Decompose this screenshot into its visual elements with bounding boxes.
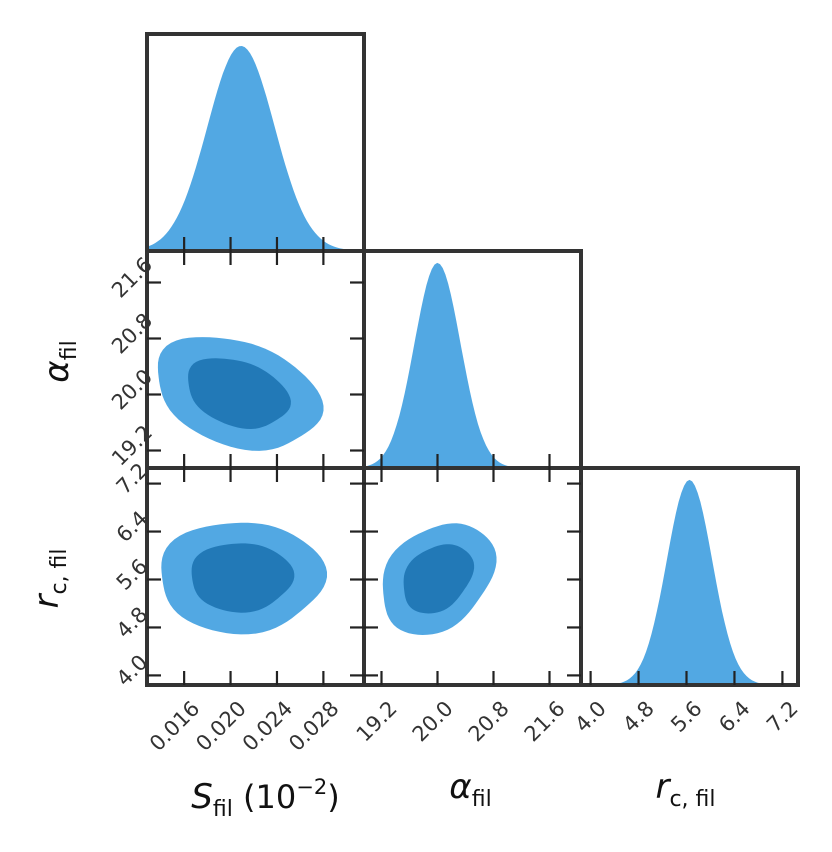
marginal-density-r_c_fil (581, 479, 798, 685)
marginal-panel-alpha_fil (364, 262, 581, 468)
y-tick-label: 21.6 (107, 253, 157, 303)
x-tick-label: 19.2 (352, 696, 402, 746)
marginal-panel-S_fil (147, 46, 364, 251)
x-tick-label: 20.8 (464, 696, 514, 746)
x-axis-title-alpha_fil: αfil (449, 767, 491, 812)
x-tick-label: 4.8 (618, 696, 659, 737)
panel-frame-2-2 (579, 466, 800, 687)
marginal-panel-r_c_fil (581, 479, 798, 685)
y-axis-title-r_c_fil: rc, fil (27, 548, 72, 608)
contour-panel-alpha_fil-r_c_fil (382, 523, 497, 635)
x-tick-label: 0.024 (238, 696, 297, 755)
x-tick-label: 7.2 (762, 696, 803, 737)
contour-68-S_fil-alpha_fil (188, 358, 291, 429)
x-tick-label: 5.6 (666, 696, 707, 737)
x-tick-label: 0.028 (284, 696, 343, 755)
x-axis-title-S_fil: Sfil (10−2) (191, 775, 339, 822)
y-tick-label: 20.0 (107, 365, 157, 415)
marginal-density-alpha_fil (364, 262, 581, 468)
x-tick-label: 6.4 (714, 696, 755, 737)
x-axis-title-r_c_fil: rc, fil (655, 767, 715, 812)
contour-panel-S_fil-r_c_fil (161, 522, 327, 635)
x-tick-label: 21.6 (520, 696, 570, 746)
contour-panel-S_fil-alpha_fil (157, 337, 324, 451)
contour-68-S_fil-r_c_fil (191, 543, 295, 613)
x-tick-label: 0.016 (145, 696, 204, 755)
x-tick-label: 0.020 (191, 696, 250, 755)
contour-68-alpha_fil-r_c_fil (403, 544, 475, 614)
y-axis-title-alpha_fil: αfil (37, 340, 82, 382)
marginal-density-S_fil (147, 46, 364, 251)
y-tick-label: 20.8 (107, 309, 157, 359)
x-tick-label: 20.0 (408, 696, 458, 746)
x-tick-label: 4.0 (570, 696, 611, 737)
